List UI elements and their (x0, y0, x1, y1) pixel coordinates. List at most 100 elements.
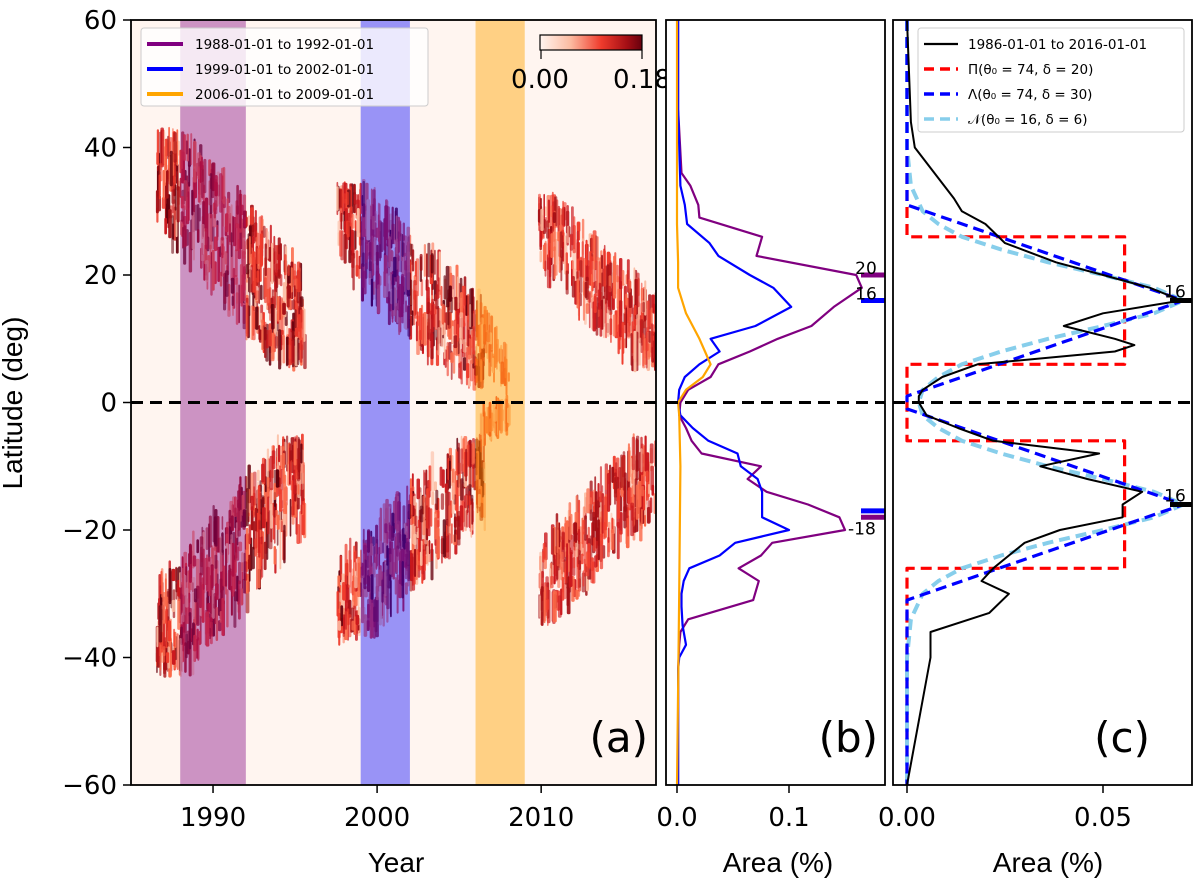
heatmap-cell (188, 592, 191, 617)
heatmap-cell (215, 583, 219, 600)
heatmap-cell (566, 543, 568, 577)
heatmap-cell (552, 212, 556, 223)
heatmap-cell (441, 324, 444, 336)
legend-label: 𝒩(θ₀ = 16, δ = 6) (968, 112, 1088, 128)
heatmap-cell (649, 443, 654, 464)
heatmap-cell (466, 363, 470, 379)
heatmap-cell (561, 576, 565, 601)
x-axis-label-b: Area (%) (723, 847, 833, 878)
heatmap-cell (264, 277, 267, 304)
peak-label: -18 (848, 519, 876, 539)
heatmap-cell (254, 507, 257, 532)
heatmap-cell (556, 529, 559, 567)
heatmap-cell (489, 418, 492, 433)
heatmap-cell (648, 483, 650, 495)
heatmap-cell (362, 180, 365, 218)
heatmap-cell (291, 330, 295, 342)
heatmap-cell (242, 305, 247, 330)
heatmap-cell (590, 274, 593, 298)
heatmap-cell (595, 536, 598, 567)
heatmap-cell (423, 244, 426, 277)
heatmap-cell (283, 524, 286, 564)
heatmap-cell (174, 159, 177, 177)
heatmap-cell (650, 465, 654, 491)
legend-label: 2006-01-01 to 2009-01-01 (195, 87, 374, 103)
heatmap-cell (185, 587, 189, 608)
heatmap-cell (598, 491, 602, 503)
heatmap-cell (224, 251, 228, 265)
heatmap-cell (583, 558, 586, 572)
heatmap-cell (242, 578, 246, 594)
heatmap-cell (214, 554, 218, 569)
heatmap-cell (595, 260, 599, 297)
heatmap-cell (296, 524, 301, 544)
heatmap-cell (248, 236, 251, 264)
heatmap-cell (546, 220, 550, 239)
heatmap-cell (162, 592, 166, 625)
heatmap-cell (469, 495, 471, 512)
heatmap-cell (240, 284, 243, 307)
heatmap-cell (180, 149, 183, 170)
heatmap-cell (346, 220, 350, 238)
heatmap-cell (411, 249, 415, 272)
heatmap-cell (260, 284, 263, 301)
heatmap-cell (241, 219, 246, 259)
heatmap-cell (588, 292, 591, 329)
heatmap-cell (443, 322, 446, 359)
heatmap-cell (291, 515, 295, 525)
heatmap-cell (381, 579, 384, 603)
x-tick-label: 0.05 (1074, 803, 1132, 833)
heatmap-cell (353, 616, 357, 635)
heatmap-cell (621, 270, 625, 286)
heatmap-cell (630, 502, 634, 537)
heatmap-cell (574, 542, 579, 557)
heatmap-cell (199, 536, 204, 576)
heatmap-cell (586, 488, 590, 514)
heatmap-cell (339, 230, 343, 257)
heatmap-cell (571, 268, 573, 287)
heatmap-cell (389, 524, 392, 563)
heatmap-cell (422, 495, 426, 536)
heatmap-cell (407, 503, 412, 520)
heatmap-cell (633, 305, 637, 316)
heatmap-cell (261, 463, 265, 483)
heatmap-cell (176, 633, 179, 670)
heatmap-cell (607, 285, 611, 310)
heatmap-cell (423, 469, 425, 503)
heatmap-cell (625, 293, 628, 306)
heatmap-cell (648, 330, 652, 343)
heatmap-cell (211, 565, 214, 591)
heatmap-cell (438, 277, 440, 292)
heatmap-cell (646, 507, 651, 524)
heatmap-cell (242, 509, 247, 528)
heatmap-cell (507, 372, 510, 382)
heatmap-cell (612, 314, 617, 337)
heatmap-cell (610, 529, 615, 551)
heatmap-cell (565, 520, 569, 548)
heatmap-cell (428, 539, 431, 555)
heatmap-cell (386, 206, 390, 233)
heatmap-cell (575, 589, 579, 600)
heatmap-cell (651, 323, 653, 362)
heatmap-cell (300, 443, 303, 464)
heatmap-cell (343, 614, 346, 630)
heatmap-cell (337, 620, 342, 631)
y-tick-label: 40 (84, 134, 117, 164)
heatmap-cell (344, 608, 347, 630)
heatmap-cell (448, 285, 452, 302)
heatmap-cell (450, 352, 454, 363)
heatmap-cell (199, 161, 202, 183)
peak-label: 20 (855, 259, 877, 279)
panel-a: 60 40 20 0 −20 −40 −60 1990 2000 2010 Year Latit… (0, 6, 671, 878)
heatmap-cell (230, 232, 233, 258)
heatmap-cell (386, 531, 389, 544)
heatmap-cell (601, 254, 603, 269)
heatmap-cell (171, 568, 176, 582)
panel-b: 20 16 -18 0.0 0.1 Area (%) (b) (656, 19, 886, 878)
heatmap-cell (611, 466, 615, 483)
heatmap-cell (585, 239, 588, 266)
heatmap-cell (628, 278, 631, 293)
heatmap-cell (471, 498, 474, 525)
heatmap-cell (620, 454, 623, 488)
heatmap-cell (637, 480, 642, 508)
